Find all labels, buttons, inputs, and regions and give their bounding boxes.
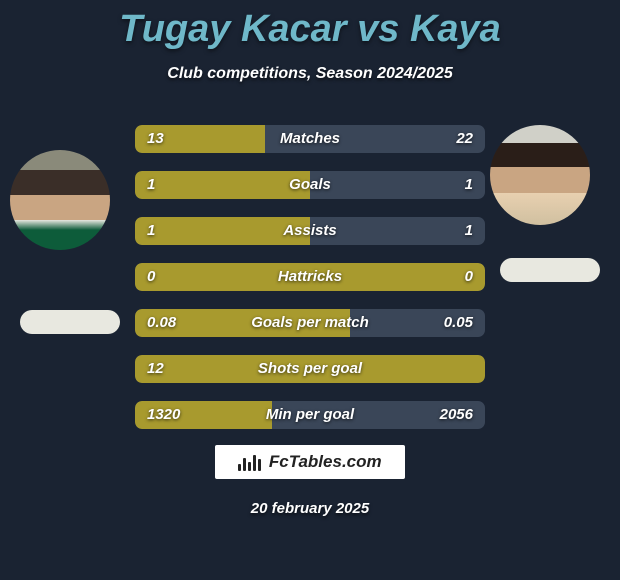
- stat-label: Goals: [135, 171, 485, 199]
- stat-label: Min per goal: [135, 401, 485, 429]
- stat-row: 11Assists: [135, 217, 485, 245]
- stat-label: Goals per match: [135, 309, 485, 337]
- player1-avatar: [10, 150, 110, 250]
- stat-row: 12Shots per goal: [135, 355, 485, 383]
- chart-icon: [238, 453, 261, 471]
- stat-row: 1322Matches: [135, 125, 485, 153]
- player2-name-pill: [500, 258, 600, 282]
- stat-label: Hattricks: [135, 263, 485, 291]
- stat-row: 11Goals: [135, 171, 485, 199]
- stat-row: 13202056Min per goal: [135, 401, 485, 429]
- brand-text: FcTables.com: [269, 452, 382, 472]
- player1-name-pill: [20, 310, 120, 334]
- page-title: Tugay Kacar vs Kaya: [0, 0, 620, 51]
- stats-table: 1322Matches 11Goals 11Assists 00Hattricks 0.…: [135, 125, 485, 447]
- stat-row: 00Hattricks: [135, 263, 485, 291]
- stat-row: 0.080.05Goals per match: [135, 309, 485, 337]
- player2-avatar: [490, 125, 590, 225]
- stat-label: Shots per goal: [135, 355, 485, 383]
- page-subtitle: Club competitions, Season 2024/2025: [0, 65, 620, 83]
- brand-logo[interactable]: FcTables.com: [215, 445, 405, 479]
- footer-date: 20 february 2025: [0, 500, 620, 517]
- stat-label: Matches: [135, 125, 485, 153]
- stat-label: Assists: [135, 217, 485, 245]
